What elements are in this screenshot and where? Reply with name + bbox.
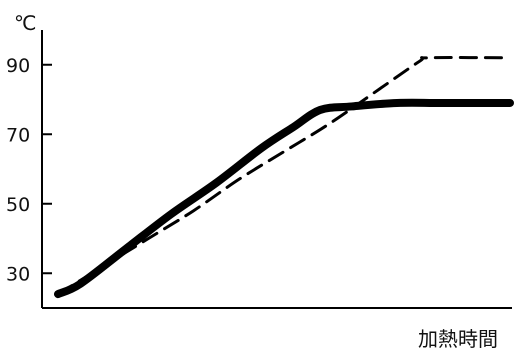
series-dashed-line [56, 56, 512, 296]
y-tick-label-70: 70 [6, 124, 30, 146]
y-tick-label-30: 30 [6, 263, 30, 285]
axes [41, 30, 512, 309]
y-tick-label-50: 50 [6, 194, 30, 216]
labels: 30 50 70 90 ℃ 加熱時間 [6, 11, 498, 351]
series-solid-line [54, 98, 514, 299]
y-tick-label-90: 90 [6, 55, 30, 77]
series-layer [54, 56, 514, 299]
y-axis-unit: ℃ [14, 11, 36, 35]
x-axis-label: 加熱時間 [418, 327, 498, 351]
